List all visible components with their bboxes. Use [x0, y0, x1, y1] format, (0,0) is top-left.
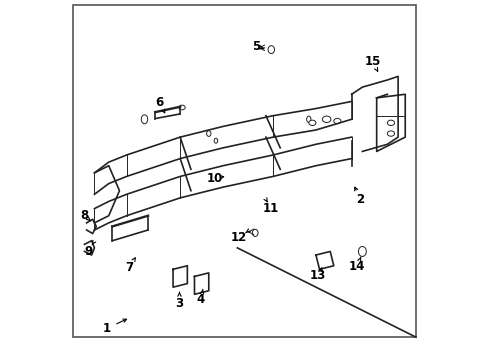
Text: 6: 6: [155, 96, 163, 109]
Ellipse shape: [141, 115, 147, 124]
Text: 9: 9: [84, 245, 92, 258]
Text: 10: 10: [206, 172, 223, 185]
Text: 7: 7: [125, 261, 133, 274]
Text: 12: 12: [230, 231, 247, 244]
Ellipse shape: [306, 116, 310, 122]
Text: 15: 15: [364, 55, 380, 68]
Text: 13: 13: [309, 269, 325, 282]
Text: 8: 8: [80, 209, 88, 222]
Text: 14: 14: [348, 260, 365, 273]
Text: 2: 2: [356, 193, 364, 206]
Ellipse shape: [333, 118, 340, 124]
Ellipse shape: [322, 116, 330, 122]
Text: 3: 3: [175, 297, 183, 310]
Ellipse shape: [267, 46, 274, 54]
Text: 4: 4: [196, 293, 204, 306]
Text: 1: 1: [102, 322, 111, 335]
Ellipse shape: [214, 138, 217, 143]
Ellipse shape: [252, 229, 258, 237]
Ellipse shape: [179, 105, 185, 110]
Ellipse shape: [358, 247, 366, 256]
Text: 11: 11: [263, 202, 279, 215]
Text: 5: 5: [252, 40, 260, 53]
Ellipse shape: [206, 131, 210, 136]
Ellipse shape: [308, 120, 315, 126]
